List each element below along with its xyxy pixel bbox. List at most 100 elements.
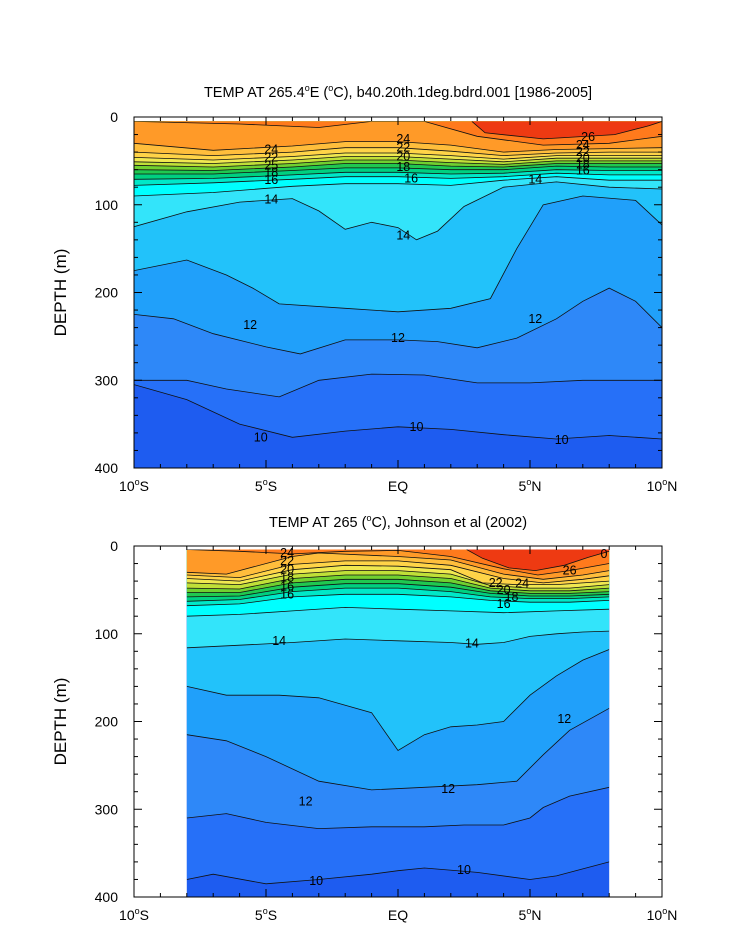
contour-label: 22 — [489, 576, 503, 590]
y-tick-label: 0 — [110, 538, 118, 554]
contour-label: 12 — [299, 794, 313, 808]
contour-label: 10 — [457, 863, 471, 877]
contour-label: 14 — [528, 172, 542, 186]
model-y-axis-label: DEPTH (m) — [51, 249, 70, 337]
contour-label: 24 — [264, 142, 278, 156]
contour-line-19 — [134, 163, 662, 171]
contour-line-11 — [186, 786, 610, 830]
contour-label: 18 — [576, 157, 590, 171]
contour-line-14 — [186, 630, 610, 649]
contour-line-24 — [186, 552, 610, 580]
contour-label: 16 — [264, 173, 278, 187]
contour-line-16 — [134, 172, 662, 186]
contour-label: 12 — [243, 318, 257, 332]
contour-line-18 — [134, 165, 662, 175]
contour-label: 12 — [528, 312, 542, 326]
contour-line-17 — [134, 169, 662, 180]
contour-line-10 — [186, 861, 610, 885]
contour-line-26 — [471, 121, 662, 140]
contour-label: 12 — [557, 712, 571, 726]
y-tick-label: 400 — [95, 889, 119, 905]
contour-label: 20 — [576, 151, 590, 165]
contour-label: 18 — [505, 590, 519, 604]
y-tick-label: 200 — [95, 285, 119, 301]
contour-line-18 — [186, 583, 610, 598]
contour-label: 12 — [391, 331, 405, 345]
contour-line-11 — [134, 373, 662, 398]
contour-label: 20 — [497, 583, 511, 597]
y-tick-label: 100 — [95, 626, 119, 642]
contour-label: 14 — [272, 634, 286, 648]
y-tick-label: 300 — [95, 372, 119, 388]
contour-label: 22 — [576, 145, 590, 159]
x-tick-label: 10oN — [647, 477, 678, 494]
y-tick-label: 300 — [95, 801, 119, 817]
contour-label: 14 — [396, 228, 410, 242]
contour-line-15 — [186, 606, 610, 617]
contour-label: 16 — [280, 587, 294, 601]
contour-label: 24 — [396, 132, 410, 146]
x-tick-label: 5oS — [255, 906, 277, 923]
contour-line-22 — [186, 564, 610, 585]
contour-label: 16 — [576, 164, 590, 178]
contour-line-26 — [466, 549, 610, 572]
contour-line-14 — [134, 181, 662, 241]
contour-label: 16 — [280, 579, 294, 593]
x-tick-label: 10oS — [119, 906, 149, 923]
x-tick-label: 10oN — [647, 906, 678, 923]
y-tick-label: 0 — [110, 109, 118, 125]
contour-label: 24 — [515, 577, 529, 591]
x-tick-label: EQ — [388, 478, 408, 494]
contour-label: 26 — [563, 564, 577, 578]
contour-label: 10 — [309, 874, 323, 888]
contour-line-12 — [134, 287, 662, 355]
contour-line-15 — [134, 176, 662, 197]
contour-label: 10 — [410, 420, 424, 434]
x-tick-label: 10oS — [119, 477, 149, 494]
x-tick-label: 5oS — [255, 477, 277, 494]
contour-line-17 — [186, 587, 610, 602]
contour-label: 16 — [497, 597, 511, 611]
contour-line-19 — [186, 578, 610, 594]
contour-label: 20 — [396, 149, 410, 163]
contour-line-20 — [134, 159, 662, 168]
contour-label: 18 — [396, 160, 410, 174]
contour-line-20 — [186, 574, 610, 592]
contour-line-21 — [186, 570, 610, 589]
contour-label: 22 — [396, 141, 410, 155]
x-tick-label: EQ — [388, 907, 408, 923]
y-tick-label: 100 — [95, 197, 119, 213]
contour-line-22 — [134, 152, 662, 161]
contour-line-24 — [134, 141, 662, 153]
contour-label: 14 — [264, 192, 278, 206]
observed-temperature-panel: TEMP AT 265 (oC), Johnson et al (2002) 2… — [51, 513, 677, 923]
model-temperature-panel: TEMP AT 265.4oE (oC), b40.20th.1deg.bdrd… — [51, 83, 677, 494]
contour-line-25 — [134, 121, 662, 146]
contour-line-10 — [134, 384, 662, 440]
contour-line-12 — [186, 707, 610, 791]
contour-label: 0 — [600, 547, 607, 561]
contour-label: 26 — [581, 130, 595, 144]
contour-line-13 — [134, 195, 662, 313]
contour-label: 24 — [280, 546, 294, 560]
contour-label: 14 — [465, 636, 479, 650]
contour-line-23 — [186, 560, 610, 584]
contour-label: 20 — [280, 563, 294, 577]
contour-line-23 — [134, 147, 662, 157]
contour-label: 24 — [576, 138, 590, 152]
contour-label: 22 — [264, 150, 278, 164]
contour-label: 16 — [404, 171, 418, 185]
contour-line-21 — [134, 156, 662, 164]
contour-line-16 — [186, 593, 610, 607]
y-tick-label: 400 — [95, 460, 119, 476]
x-tick-label: 5oN — [519, 906, 542, 923]
observed-panel-title: TEMP AT 265 (oC), Johnson et al (2002) — [269, 513, 527, 531]
contour-label: 22 — [280, 554, 294, 568]
contour-label: 18 — [280, 571, 294, 585]
y-tick-label: 200 — [95, 714, 119, 730]
contour-label: 12 — [441, 782, 455, 796]
contour-label: 25 — [264, 158, 278, 172]
contour-line-13 — [186, 649, 610, 752]
contour-label: 10 — [254, 430, 268, 444]
